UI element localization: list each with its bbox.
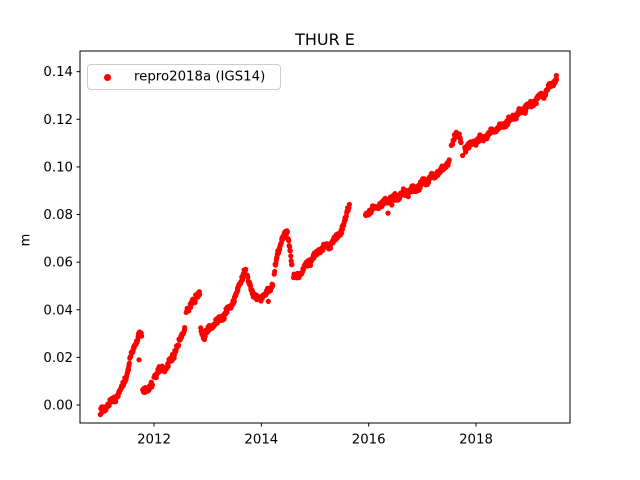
data-point [243, 266, 249, 272]
data-point [553, 76, 560, 82]
y-axis-label: m [18, 233, 34, 247]
data-point [289, 261, 295, 268]
y-tick-label: 0.04 [43, 303, 73, 318]
data-point [288, 253, 294, 259]
data-point [553, 72, 560, 79]
legend-dot-icon [104, 73, 111, 81]
chart-title: THUR E [295, 30, 355, 49]
y-tick-label: 0.06 [43, 256, 73, 271]
data-point [197, 291, 203, 297]
legend: repro2018a (IGS14) [87, 64, 281, 90]
outlier-data-point [385, 210, 391, 216]
data-point [270, 282, 276, 288]
data-point [126, 360, 132, 366]
data-point [327, 245, 334, 251]
legend-entry-label: repro2018a (IGS14) [134, 69, 266, 85]
outlier-data-point [460, 152, 466, 159]
plot-frame [79, 50, 571, 424]
data-point [458, 140, 464, 146]
data-point [286, 238, 292, 244]
data-point [231, 298, 237, 304]
y-tick-label: 0.12 [43, 113, 73, 128]
x-tick-label: 2012 [137, 433, 171, 448]
x-tick-label: 2014 [244, 433, 278, 448]
outlier-data-point [389, 202, 395, 208]
axes-layer: 2012 2014 2016 2018 0.00 0.02 0.04 0.06 0.08 0.10… [43, 65, 493, 447]
x-tick-label: 2018 [459, 433, 493, 448]
axes-spines [79, 50, 571, 424]
outlier-data-point [136, 357, 142, 363]
data-point [149, 382, 155, 388]
data-point [192, 298, 198, 304]
x-tick-label: 2016 [352, 433, 386, 448]
data-point [287, 244, 293, 250]
data-point [221, 315, 227, 321]
y-tick-label: 0.02 [43, 351, 73, 366]
data-point [346, 201, 352, 208]
data-point [176, 342, 182, 348]
y-tick-label: 0.14 [43, 65, 73, 80]
data-point [405, 194, 411, 200]
data-point [272, 268, 278, 275]
data-point [182, 325, 188, 331]
y-tick-label: 0.08 [43, 208, 73, 223]
outlier-data-point [265, 298, 271, 304]
data-point [284, 229, 290, 235]
data-point [245, 274, 251, 280]
data-point [139, 333, 145, 339]
data-point [339, 226, 346, 232]
data-point [287, 248, 293, 254]
data-point [533, 100, 539, 107]
scatter-points-layer [97, 72, 560, 418]
y-tick-label: 0.10 [43, 160, 73, 175]
data-point [446, 157, 452, 163]
y-tick-label: 0.00 [43, 399, 73, 414]
data-point [128, 353, 134, 360]
